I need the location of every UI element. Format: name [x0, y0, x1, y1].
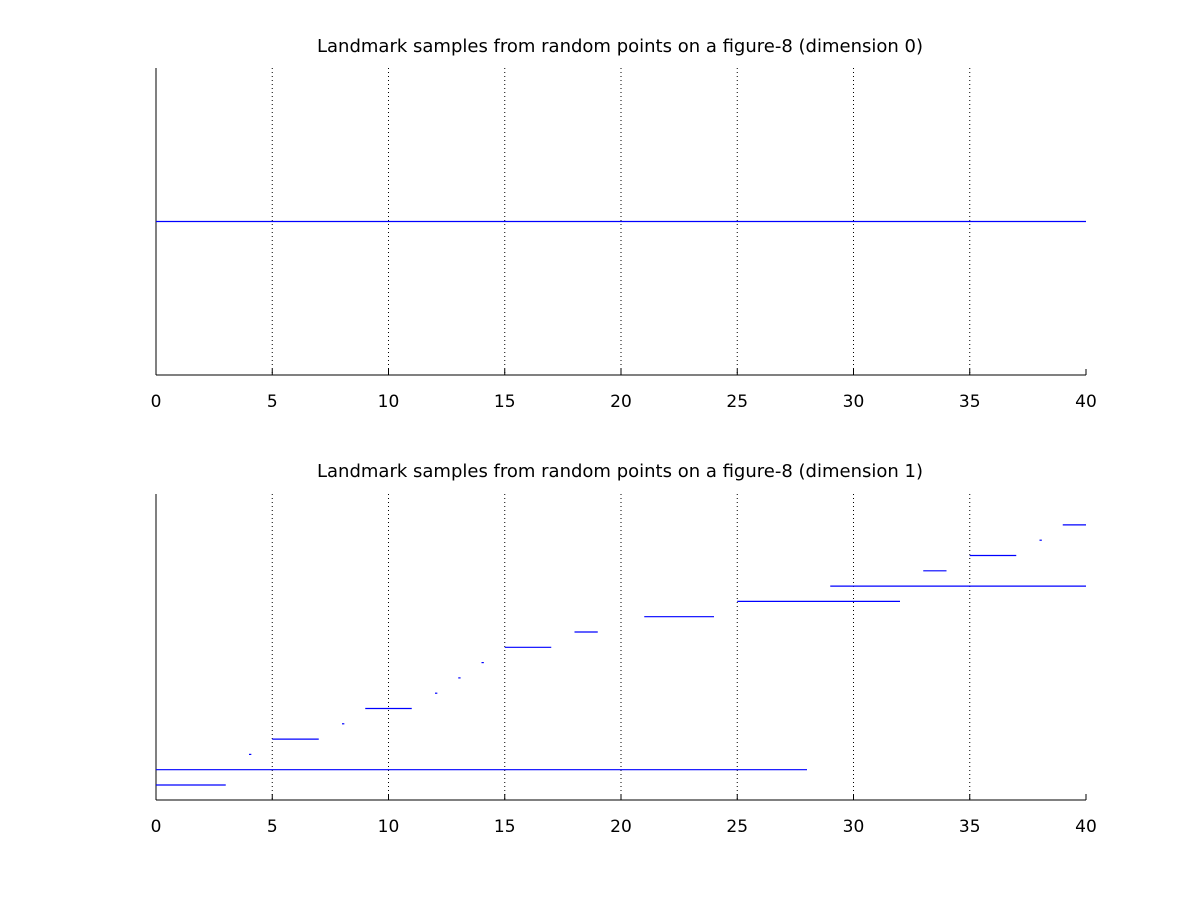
x-tick-label: 0: [151, 817, 162, 837]
x-tick-label: 35: [959, 392, 981, 412]
x-tick-label: 40: [1075, 817, 1097, 837]
x-tick-label: 35: [959, 817, 981, 837]
x-tick-label: 30: [843, 817, 865, 837]
x-tick-label: 10: [378, 392, 400, 412]
x-tick-label: 5: [267, 392, 278, 412]
x-tick-label: 25: [726, 392, 748, 412]
barcode-panel-dimension-0: Landmark samples from random points on a…: [151, 36, 1097, 412]
panel-title: Landmark samples from random points on a…: [317, 36, 923, 57]
x-tick-label: 15: [494, 392, 516, 412]
x-tick-label: 20: [610, 817, 632, 837]
x-tick-label: 5: [267, 817, 278, 837]
x-tick-label: 0: [151, 392, 162, 412]
panel-title: Landmark samples from random points on a…: [317, 461, 923, 482]
x-tick-label: 25: [726, 817, 748, 837]
barcode-panel-dimension-1: Landmark samples from random points on a…: [151, 461, 1097, 837]
x-tick-label: 10: [378, 817, 400, 837]
x-tick-label: 30: [843, 392, 865, 412]
x-tick-label: 40: [1075, 392, 1097, 412]
x-tick-label: 15: [494, 817, 516, 837]
x-tick-label: 20: [610, 392, 632, 412]
